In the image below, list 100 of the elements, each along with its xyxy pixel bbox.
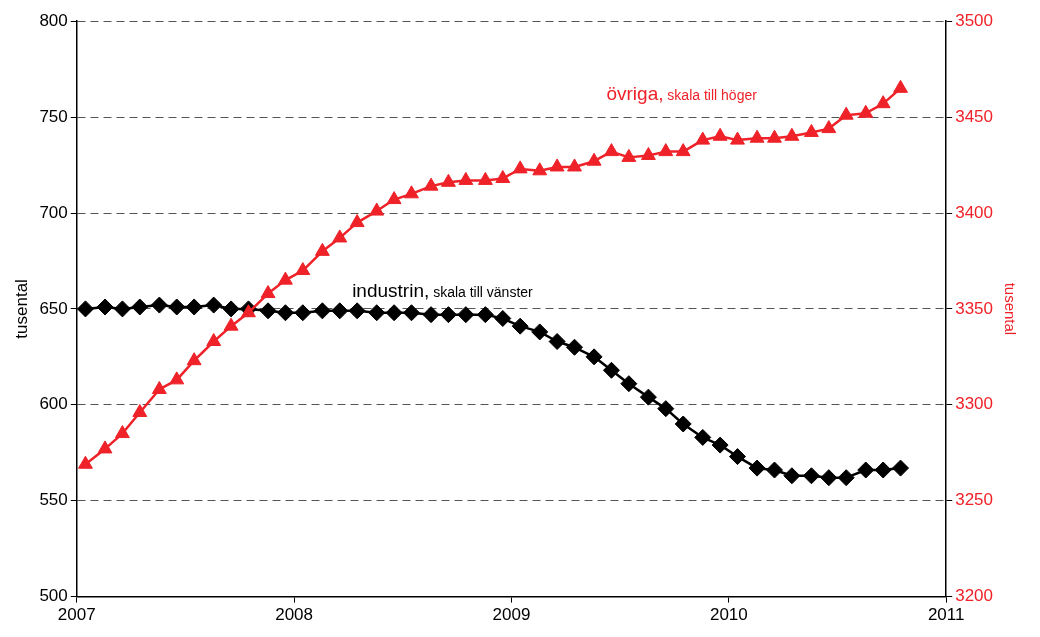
point	[259, 302, 277, 320]
point	[131, 298, 149, 316]
point	[567, 158, 582, 172]
point	[586, 152, 602, 166]
point	[730, 131, 745, 145]
point	[602, 361, 620, 379]
point	[168, 298, 186, 316]
point	[132, 403, 148, 417]
x-tick-label: 2009	[492, 605, 531, 625]
point	[494, 309, 512, 327]
series-label: övriga, skala till höger	[606, 82, 758, 104]
point	[294, 304, 312, 322]
point	[205, 296, 223, 314]
point	[313, 302, 331, 320]
point	[186, 352, 202, 366]
point	[169, 371, 185, 385]
point	[314, 242, 330, 256]
point	[837, 469, 855, 487]
point	[604, 143, 619, 157]
point	[621, 148, 637, 162]
y-tick-label: 600	[39, 394, 68, 414]
point	[278, 271, 293, 285]
point	[349, 214, 365, 228]
point	[784, 127, 800, 141]
point	[439, 306, 457, 324]
point	[96, 298, 114, 316]
point	[674, 415, 692, 433]
y-tick-label: 700	[39, 202, 68, 222]
point	[385, 304, 403, 322]
point	[495, 169, 511, 183]
y-tick-label: 650	[39, 298, 68, 318]
y2-tick-label: 3500	[955, 10, 994, 30]
y2-tick-label: 3250	[955, 490, 994, 510]
y2-tick-label: 3350	[955, 298, 994, 318]
point	[368, 304, 386, 322]
y-tick-label: 750	[39, 106, 68, 126]
point	[767, 129, 782, 143]
point	[892, 459, 910, 477]
point	[113, 300, 131, 318]
y-tick-label: 800	[39, 10, 68, 30]
point	[114, 425, 130, 439]
y-axis-title: tusental	[11, 279, 31, 339]
point	[295, 262, 311, 276]
point	[658, 143, 674, 157]
y-tick-label: 550	[39, 490, 68, 510]
x-tick-label: 2008	[275, 605, 314, 625]
point	[276, 304, 294, 322]
point	[532, 162, 548, 176]
point	[223, 317, 239, 331]
point	[422, 306, 440, 324]
point	[585, 348, 603, 366]
point	[803, 123, 819, 137]
point	[712, 127, 728, 141]
point	[694, 428, 712, 446]
y2-axis-title: tusental	[1001, 282, 1019, 336]
point	[441, 173, 456, 187]
point	[820, 469, 838, 487]
point	[802, 467, 820, 485]
point	[457, 306, 475, 324]
point	[566, 338, 584, 356]
point	[97, 440, 113, 454]
point	[749, 129, 765, 143]
point	[348, 302, 366, 320]
point	[857, 461, 875, 479]
point	[150, 296, 168, 314]
series-label: industrin, skala till vänster	[352, 279, 534, 301]
point	[458, 171, 474, 185]
point	[512, 160, 528, 174]
point	[893, 79, 908, 93]
point	[548, 333, 566, 351]
point	[640, 146, 656, 160]
point	[386, 191, 402, 205]
point	[657, 400, 675, 418]
point	[331, 302, 349, 320]
point	[402, 304, 420, 322]
y2-tick-label: 3300	[955, 394, 994, 414]
point	[639, 388, 657, 406]
point	[404, 185, 419, 199]
point	[185, 298, 203, 316]
point	[151, 380, 167, 394]
y2-tick-label: 3200	[955, 586, 994, 606]
point	[260, 285, 276, 299]
point	[511, 317, 529, 335]
point	[222, 300, 240, 318]
point	[76, 300, 94, 318]
y2-tick-label: 3400	[955, 202, 994, 222]
point	[78, 455, 93, 469]
point	[206, 333, 222, 347]
y-tick-label: 500	[39, 586, 68, 606]
point	[711, 436, 729, 454]
point	[675, 143, 691, 157]
x-tick-label: 2007	[57, 605, 96, 625]
y2-tick-label: 3450	[955, 106, 994, 126]
point	[765, 461, 783, 479]
point	[874, 461, 892, 479]
point	[838, 106, 854, 120]
point	[549, 158, 565, 172]
point	[783, 467, 801, 485]
point	[875, 95, 891, 109]
point	[821, 120, 837, 134]
